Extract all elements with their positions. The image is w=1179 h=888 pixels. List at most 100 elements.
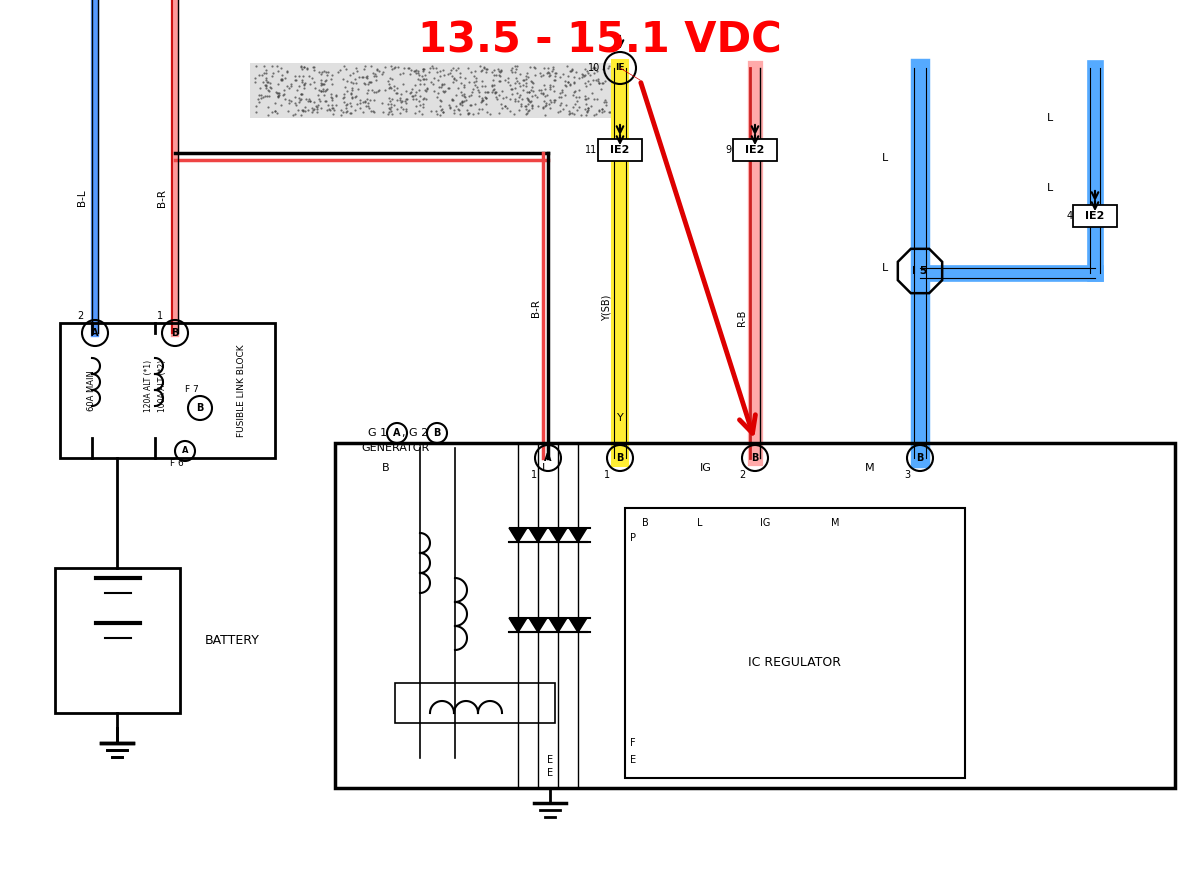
- Point: [502, 63, 521, 77]
- Point: [472, 95, 490, 109]
- Point: [316, 94, 335, 108]
- Point: [593, 76, 612, 91]
- Point: [507, 86, 526, 100]
- Point: [602, 107, 621, 121]
- Point: [341, 68, 360, 83]
- Point: [252, 68, 271, 83]
- Point: [296, 104, 315, 118]
- Point: [506, 59, 525, 73]
- Point: [475, 59, 494, 74]
- Point: [519, 104, 538, 118]
- Point: [577, 107, 595, 122]
- Point: [409, 72, 428, 86]
- Point: [587, 73, 606, 87]
- Point: [480, 107, 499, 121]
- Point: [312, 77, 331, 91]
- Point: [522, 89, 541, 103]
- Text: IG: IG: [759, 518, 770, 528]
- Point: [290, 95, 309, 109]
- Point: [328, 65, 347, 79]
- Point: [440, 82, 459, 96]
- Point: [342, 91, 361, 105]
- Point: [355, 59, 374, 74]
- Point: [430, 64, 449, 78]
- Point: [344, 66, 363, 80]
- Point: [518, 85, 536, 99]
- Point: [382, 100, 401, 115]
- Polygon shape: [549, 528, 567, 543]
- Point: [462, 65, 481, 79]
- Point: [318, 65, 337, 79]
- Point: [523, 99, 542, 113]
- Point: [292, 59, 311, 74]
- Point: [336, 80, 355, 94]
- Point: [551, 104, 569, 118]
- Point: [573, 70, 592, 84]
- Point: [298, 103, 317, 117]
- Point: [299, 94, 318, 108]
- Point: [281, 79, 299, 93]
- Point: [257, 89, 276, 103]
- Point: [381, 94, 400, 108]
- Point: [367, 73, 386, 87]
- Point: [523, 84, 542, 99]
- Point: [476, 66, 495, 80]
- Point: [396, 102, 415, 116]
- Point: [579, 67, 598, 81]
- Point: [325, 103, 344, 117]
- Point: [311, 83, 330, 98]
- Point: [535, 93, 554, 107]
- Point: [447, 63, 466, 77]
- Point: [444, 106, 463, 120]
- Point: [586, 60, 605, 75]
- Point: [410, 73, 429, 87]
- Point: [578, 105, 597, 119]
- Point: [414, 61, 433, 75]
- Point: [286, 73, 305, 87]
- Point: [535, 60, 554, 75]
- Point: [490, 106, 509, 120]
- Point: [602, 105, 621, 119]
- Point: [500, 92, 519, 107]
- Point: [347, 89, 365, 103]
- Point: [546, 93, 565, 107]
- Point: [454, 80, 473, 94]
- Point: [463, 83, 482, 97]
- Point: [545, 73, 564, 87]
- Point: [389, 60, 408, 75]
- Polygon shape: [529, 618, 547, 632]
- Point: [279, 81, 298, 95]
- Point: [538, 88, 556, 102]
- Point: [324, 100, 343, 115]
- Point: [292, 75, 311, 89]
- Point: [535, 99, 554, 114]
- Point: [463, 107, 482, 121]
- Point: [354, 95, 373, 109]
- Point: [364, 68, 383, 83]
- Point: [308, 100, 327, 115]
- Point: [588, 72, 607, 86]
- Point: [357, 70, 376, 84]
- Point: [356, 93, 375, 107]
- Point: [259, 107, 278, 122]
- Point: [522, 98, 541, 112]
- Point: [475, 78, 494, 92]
- Point: [257, 79, 276, 93]
- Point: [388, 93, 407, 107]
- Point: [315, 83, 334, 98]
- Point: [318, 82, 337, 96]
- Point: [323, 101, 342, 115]
- Point: [256, 62, 275, 76]
- Point: [433, 101, 452, 115]
- Point: [605, 85, 624, 99]
- Point: [354, 105, 373, 119]
- Point: [475, 90, 494, 104]
- Point: [292, 61, 311, 75]
- Point: [309, 99, 328, 113]
- Point: [483, 73, 502, 87]
- Point: [532, 83, 551, 98]
- Point: [486, 86, 505, 100]
- Point: [367, 85, 386, 99]
- Point: [350, 93, 369, 107]
- Point: [382, 104, 401, 118]
